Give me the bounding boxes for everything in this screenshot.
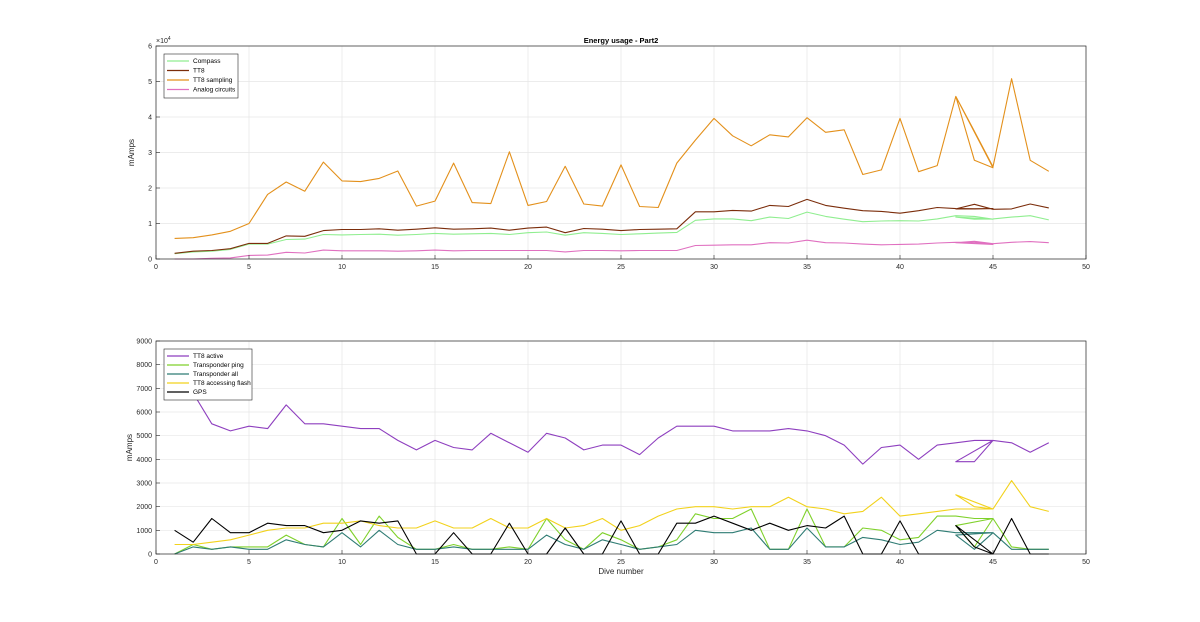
y-tick-label: 5: [148, 79, 152, 86]
y-tick-label: 4000: [136, 457, 152, 464]
x-tick-label: 5: [247, 264, 251, 271]
bottom-legend: TT8 active Transponder ping Transponder al…: [163, 348, 253, 401]
x-tick-label: 25: [617, 559, 625, 566]
series-line-tt8: [174, 198, 1049, 254]
series-line-tt8-accessing-flash: [174, 480, 1049, 546]
x-tick-label: 50: [1082, 559, 1090, 566]
x-tick-label: 10: [338, 264, 346, 271]
y-tick-label: 6000: [136, 410, 152, 417]
x-tick-label: 25: [617, 264, 625, 271]
x-tick-label: 50: [1082, 264, 1090, 271]
legend-entry: Analog circuits: [193, 87, 236, 94]
x-tick-label: 15: [431, 264, 439, 271]
x-tick-label: 20: [524, 264, 532, 271]
legend-entry: TT8 active: [193, 353, 224, 360]
y-tick-label: 2: [148, 186, 152, 193]
series-line-tt8-sampling: [174, 78, 1050, 239]
x-tick-label: 45: [989, 559, 997, 566]
x-tick-label: 30: [710, 559, 718, 566]
x-tick-label: 35: [803, 559, 811, 566]
legend-entry: TT8: [193, 68, 205, 75]
y-tick-label: 0: [148, 257, 152, 264]
y-tick-label: 1: [148, 221, 152, 228]
y-tick-label: 5000: [136, 433, 152, 440]
legend-entry: TT8 sampling: [193, 77, 233, 84]
legend-entry: TT8 accessing flash: [193, 380, 251, 387]
y-tick-label: 2000: [136, 504, 152, 511]
x-tick-label: 30: [710, 264, 718, 271]
y-tick-label: 9000: [136, 339, 152, 346]
series-line-transponder-all: [174, 527, 1049, 555]
x-tick-label: 10: [338, 559, 346, 566]
y-tick-label: 4: [148, 115, 152, 122]
x-tick-label: 35: [803, 264, 811, 271]
bottom-y-axis-label: mAmps: [125, 434, 134, 461]
y-tick-label: 3000: [136, 481, 152, 488]
y-tick-label: 8000: [136, 362, 152, 369]
legend-entry: Transponder all: [193, 371, 238, 378]
legend-entry: GPS: [193, 389, 207, 396]
y-tick-label: 6: [148, 44, 152, 51]
series-line-tt8-active: [192, 392, 1050, 465]
top-y-exponent: ×104: [156, 36, 171, 45]
x-tick-label: 0: [154, 264, 158, 271]
x-tick-label: 20: [524, 559, 532, 566]
x-tick-label: 40: [896, 264, 904, 271]
top-legend: Compass TT8 TT8 sampling Analog circuits: [163, 53, 239, 99]
series-line-compass: [174, 211, 1049, 255]
legend-entry: Transponder ping: [193, 362, 244, 369]
y-tick-label: 3: [148, 150, 152, 157]
bottom-axes: 0 5 10 15 20 25 30 35 40 45 50 0 1000 2000 3000 4000 500…: [125, 339, 1090, 577]
top-chart-title: Energy usage - Part2: [584, 36, 659, 45]
x-tick-label: 0: [154, 559, 158, 566]
x-tick-label: 5: [247, 559, 251, 566]
legend-entry: Compass: [193, 58, 221, 65]
y-tick-label: 7000: [136, 386, 152, 393]
y-tick-label: 1000: [136, 528, 152, 535]
series-line-analog-circuits: [174, 239, 1049, 260]
x-tick-label: 45: [989, 264, 997, 271]
x-tick-label: 15: [431, 559, 439, 566]
bottom-x-axis-label: Dive number: [598, 567, 644, 576]
y-tick-label: 0: [148, 552, 152, 559]
top-y-axis-label: mAmps: [127, 139, 136, 166]
x-tick-label: 40: [896, 559, 904, 566]
